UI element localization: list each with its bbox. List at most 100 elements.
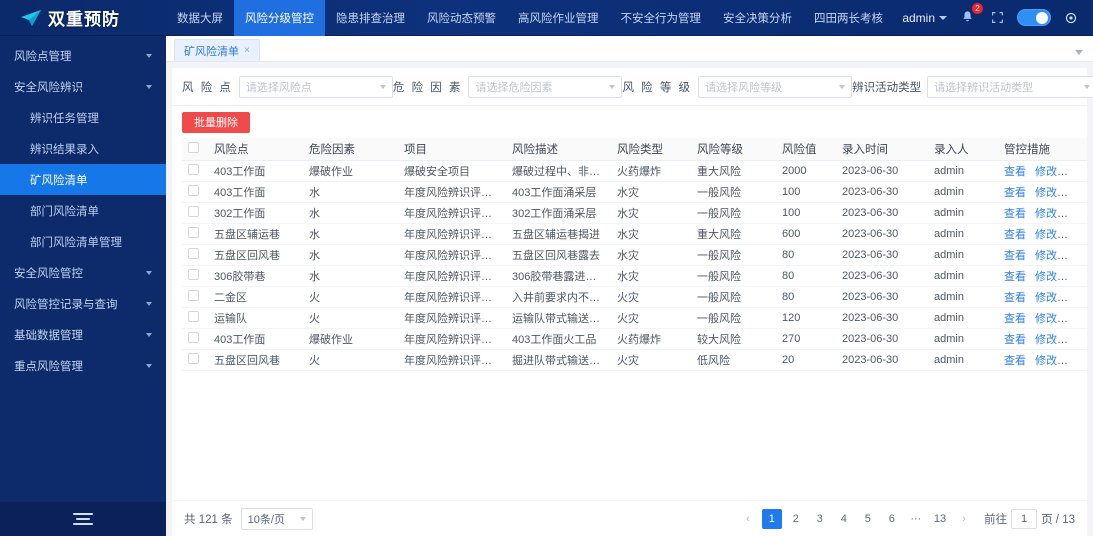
view-link[interactable]: 查看 bbox=[1004, 333, 1026, 346]
page-button-1[interactable]: 1 bbox=[761, 508, 782, 529]
page-button-3[interactable]: 3 bbox=[809, 508, 830, 529]
edit-link[interactable]: 修改 bbox=[1035, 333, 1057, 346]
edit-link[interactable]: 修改 bbox=[1035, 165, 1057, 178]
prev-page-button[interactable]: ‹ bbox=[737, 508, 758, 529]
view-link[interactable]: 查看 bbox=[1004, 207, 1026, 220]
risk-level-select[interactable]: 请选择风险等级 bbox=[698, 75, 853, 98]
page-button-6[interactable]: 6 bbox=[881, 508, 902, 529]
delete-link[interactable]: 删除 bbox=[1066, 312, 1087, 325]
delete-link[interactable]: 删除 bbox=[1066, 228, 1087, 241]
delete-link[interactable]: 删除 bbox=[1066, 291, 1087, 304]
table-row[interactable]: 306胶带巷水年度风险辨识评估... 306胶带巷露进头... 水灾 一般风险 80 20… bbox=[182, 265, 1087, 287]
table-row[interactable]: 五盘区回风巷火年度风险辨识评估... 掘进队带式输送机... 火灾 低风险 20 2023… bbox=[182, 349, 1087, 371]
view-link[interactable]: 查看 bbox=[1004, 270, 1026, 283]
edit-link[interactable]: 修改 bbox=[1035, 186, 1057, 199]
edit-link[interactable]: 修改 bbox=[1035, 291, 1057, 304]
delete-link[interactable]: 删除 bbox=[1066, 333, 1087, 346]
topnav-item-2[interactable]: 隐患排查治理 bbox=[336, 12, 405, 25]
topnav-item-7[interactable]: 四田两长考核 bbox=[814, 12, 883, 25]
close-icon[interactable]: × bbox=[244, 45, 250, 56]
table-header: 风险点 危险因素 项目 风险描述 风险类型 风险等级 风险值 录入时间 录入人 … bbox=[182, 138, 1087, 161]
edit-link[interactable]: 修改 bbox=[1035, 270, 1057, 283]
sidebar-collapse-button[interactable] bbox=[0, 502, 166, 536]
edit-link[interactable]: 修改 bbox=[1035, 228, 1057, 241]
page-button-4[interactable]: 4 bbox=[833, 508, 854, 529]
edit-link[interactable]: 修改 bbox=[1035, 354, 1057, 367]
goto-input[interactable] bbox=[1011, 508, 1038, 529]
sidebar-item-identify-task[interactable]: 辨识任务管理 bbox=[0, 102, 166, 133]
page-button-2[interactable]: 2 bbox=[785, 508, 806, 529]
view-link[interactable]: 查看 bbox=[1004, 291, 1026, 304]
table-row[interactable]: 二金区火年度风险辨识评估... 入井前要求内不到... 火灾 一般风险 80 2023-0… bbox=[182, 286, 1087, 308]
fullscreen-icon[interactable] bbox=[987, 8, 1007, 28]
delete-link[interactable]: 删除 bbox=[1066, 165, 1087, 178]
edit-link[interactable]: 修改 bbox=[1035, 312, 1057, 325]
hazard-factor-select[interactable]: 请选择危险因素 bbox=[468, 75, 623, 98]
sidebar-item-key-risk[interactable]: 重点风险管理 bbox=[0, 350, 166, 381]
batch-delete-button[interactable]: 批量删除 bbox=[182, 111, 250, 133]
sidebar-item-dept-risk-list-manage[interactable]: 部门风险清单管理 bbox=[0, 226, 166, 257]
view-link[interactable]: 查看 bbox=[1004, 354, 1026, 367]
row-checkbox[interactable] bbox=[188, 247, 199, 259]
page-size-select[interactable]: 10条/页 bbox=[240, 507, 313, 530]
page-ellipsis[interactable]: ··· bbox=[905, 508, 926, 529]
sidebar-item-dept-risk-list[interactable]: 部门风险清单 bbox=[0, 195, 166, 226]
view-link[interactable]: 查看 bbox=[1004, 312, 1026, 325]
sidebar-item-base-data[interactable]: 基础数据管理 bbox=[0, 319, 166, 350]
theme-toggle[interactable] bbox=[1017, 9, 1051, 26]
edit-link[interactable]: 修改 bbox=[1035, 207, 1057, 220]
edit-link[interactable]: 修改 bbox=[1035, 249, 1057, 262]
table-row[interactable]: 302工作面水年度风险辨识评估... 302工作面涌采层 水灾 一般风险 100 2023… bbox=[182, 202, 1087, 224]
chevron-down-icon[interactable] bbox=[1075, 50, 1083, 55]
table-row[interactable]: 五盘区辅运巷水年度风险辨识评估... 五盘区辅运巷揭进 水灾 重大风险 600 2023-… bbox=[182, 223, 1087, 245]
sidebar-item-mine-risk-list[interactable]: 矿风险清单 bbox=[0, 164, 166, 195]
row-checkbox[interactable] bbox=[188, 352, 199, 364]
row-checkbox[interactable] bbox=[188, 163, 199, 175]
activity-type-select[interactable]: 请选择辨识活动类型 bbox=[927, 75, 1093, 98]
sidebar-item-identify-result[interactable]: 辨识结果录入 bbox=[0, 133, 166, 164]
topnav-item-5[interactable]: 不安全行为管理 bbox=[620, 12, 702, 25]
delete-link[interactable]: 删除 bbox=[1066, 270, 1087, 283]
topnav-item-3[interactable]: 风险动态预警 bbox=[427, 12, 496, 25]
table-row[interactable]: 运输队火年度风险辨识评估... 运输队带式输送机... 火灾 一般风险 120 2023-… bbox=[182, 307, 1087, 329]
topnav-item-6[interactable]: 安全决策分析 bbox=[723, 12, 792, 25]
row-checkbox[interactable] bbox=[188, 205, 199, 217]
view-link[interactable]: 查看 bbox=[1004, 249, 1026, 262]
delete-link[interactable]: 删除 bbox=[1066, 249, 1087, 262]
page-button-last[interactable]: 13 bbox=[929, 508, 951, 529]
cell-entry-time: 2023-06-30 bbox=[836, 265, 928, 287]
row-checkbox[interactable] bbox=[188, 226, 199, 238]
next-page-button[interactable]: › bbox=[954, 508, 975, 529]
tab-mine-risk-list[interactable]: 矿风险清单 × bbox=[174, 39, 260, 61]
sidebar-item-risk-control[interactable]: 安全风险管控 bbox=[0, 257, 166, 288]
topnav-item-1[interactable]: 风险分级管控 bbox=[234, 0, 325, 36]
risk-point-select[interactable]: 请选择风险点 bbox=[238, 75, 393, 98]
row-checkbox[interactable] bbox=[188, 184, 199, 196]
topnav-item-8[interactable]: 安全履职考核 bbox=[894, 0, 902, 36]
delete-link[interactable]: 删除 bbox=[1066, 186, 1087, 199]
view-link[interactable]: 查看 bbox=[1004, 228, 1026, 241]
topnav-item-4[interactable]: 高风险作业管理 bbox=[518, 12, 599, 25]
table-row[interactable]: 403工作面水年度风险辨识评估... 403工作面涌采层 水灾 一般风险 100 2023… bbox=[182, 181, 1087, 203]
row-checkbox[interactable] bbox=[188, 310, 199, 322]
bell-icon[interactable]: 2 bbox=[957, 2, 983, 28]
row-checkbox[interactable] bbox=[188, 289, 199, 301]
sidebar-item-risk-identify[interactable]: 安全风险辨识 bbox=[0, 71, 166, 102]
select-all-checkbox[interactable] bbox=[188, 141, 199, 153]
row-checkbox[interactable] bbox=[188, 331, 199, 343]
row-checkbox[interactable] bbox=[188, 268, 199, 280]
chevron-down-icon bbox=[146, 301, 152, 306]
sidebar-item-control-records[interactable]: 风险管控记录与查询 bbox=[0, 288, 166, 319]
table-row[interactable]: 403工作面 爆破作业 爆破安全项目 爆破过程中、非作... 火药爆炸 重大风险 2000 2… bbox=[182, 160, 1087, 182]
table-row[interactable]: 403工作面 爆破作业 年度风险辨识评估... 403工作面火工品 火药爆炸 较大风险 27… bbox=[182, 328, 1087, 350]
delete-link[interactable]: 删除 bbox=[1066, 354, 1087, 367]
user-menu[interactable]: admin bbox=[902, 11, 947, 25]
view-link[interactable]: 查看 bbox=[1004, 186, 1026, 199]
delete-link[interactable]: 删除 bbox=[1066, 207, 1087, 220]
sidebar-item-risk-point[interactable]: 风险点管理 bbox=[0, 40, 166, 71]
page-button-5[interactable]: 5 bbox=[857, 508, 878, 529]
view-link[interactable]: 查看 bbox=[1004, 165, 1026, 178]
gear-icon[interactable] bbox=[1061, 8, 1081, 28]
topnav-item-0[interactable]: 数据大屏 bbox=[177, 12, 223, 25]
table-row[interactable]: 五盘区回风巷水年度风险辨识评估... 五盘区回风巷露去 水灾 一般风险 80 2023-0… bbox=[182, 244, 1087, 266]
